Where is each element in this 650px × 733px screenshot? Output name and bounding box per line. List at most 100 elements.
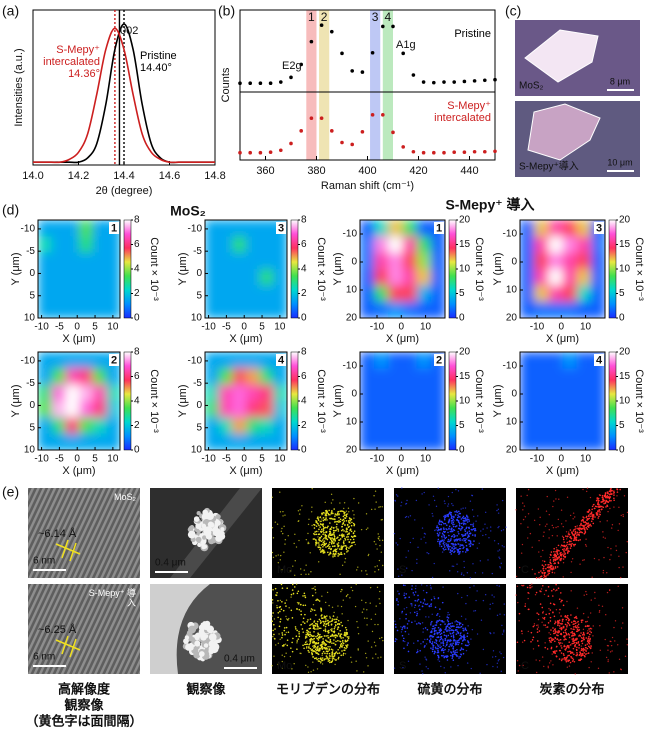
- eds-dot: [286, 644, 289, 647]
- eds-dot: [464, 507, 467, 509]
- eds-dot: [481, 488, 484, 490]
- eds-dot: [562, 631, 565, 634]
- eds-dot: [465, 544, 468, 547]
- eds-dot: [542, 569, 545, 572]
- eds-dot: [345, 531, 347, 533]
- eds-dot: [434, 627, 436, 629]
- eds-dot: [369, 586, 372, 589]
- eds-dot: [328, 509, 330, 512]
- eds-dot: [570, 537, 572, 540]
- eds-dot: [437, 654, 439, 657]
- eds-dot: [533, 623, 536, 625]
- eds-dot: [572, 623, 575, 626]
- eds-dot: [471, 628, 474, 631]
- eds-dot: [529, 584, 531, 587]
- eds-dot: [459, 550, 461, 553]
- eds-dot: [452, 650, 455, 652]
- data-dot: [360, 130, 365, 134]
- heat-cell: [360, 220, 375, 237]
- eds-dot: [328, 657, 331, 659]
- eds-dot: [333, 508, 335, 510]
- eds-dot: [313, 630, 315, 633]
- eds-dot: [450, 528, 452, 531]
- eds-dot: [436, 525, 438, 527]
- eds-dot: [456, 630, 459, 633]
- eds-dot: [567, 660, 569, 663]
- eds-dot: [542, 624, 545, 626]
- eds-dot: [271, 599, 274, 601]
- eds-dot: [602, 498, 605, 500]
- eds-dot: [298, 539, 300, 542]
- eds-dot: [278, 625, 281, 628]
- eds-dot: [527, 597, 529, 600]
- eds-dot: [363, 671, 365, 673]
- eds-dot: [414, 620, 416, 622]
- eds-dot: [430, 642, 433, 645]
- eds-dot: [577, 623, 580, 626]
- heat-cell: [79, 285, 94, 303]
- eds-dot: [411, 621, 413, 624]
- data-dot: [411, 149, 416, 154]
- eds-dot: [472, 525, 475, 528]
- eds-dot: [476, 547, 479, 549]
- eds-dot: [456, 511, 458, 514]
- panel-label: (b): [218, 3, 235, 19]
- y-tick-label: 0: [351, 257, 357, 268]
- eds-dot: [567, 551, 569, 553]
- heat-cell: [65, 269, 80, 286]
- eds-dot: [570, 614, 572, 616]
- data-dot: [289, 75, 293, 80]
- heat-cell: [92, 285, 107, 303]
- eds-dot: [447, 650, 449, 653]
- eds-dot: [567, 618, 570, 620]
- eds-dot: [580, 647, 583, 650]
- eds-dot: [282, 532, 284, 535]
- eds-dot: [559, 552, 562, 554]
- eds-dot: [552, 527, 555, 529]
- heat-cell: [562, 384, 578, 402]
- eds-dot: [366, 609, 368, 611]
- eds-dot: [306, 629, 309, 632]
- eds-dot: [564, 629, 566, 632]
- eds-dot: [583, 524, 585, 527]
- eds-dot: [326, 630, 329, 633]
- eds-dot: [413, 611, 416, 614]
- eds-dot: [405, 556, 407, 558]
- eds-dot: [446, 515, 449, 517]
- eds-dot: [343, 646, 346, 649]
- heat-cell: [273, 433, 287, 450]
- eds-dot: [330, 655, 332, 657]
- eds-dot: [474, 610, 477, 612]
- heat-cell: [273, 368, 287, 386]
- eds-dot: [444, 516, 447, 519]
- eds-dot: [543, 572, 546, 575]
- x-tick-label: -10: [201, 322, 216, 333]
- eds-dot: [315, 530, 318, 533]
- heat-cell: [79, 301, 94, 318]
- eds-dot: [413, 642, 415, 644]
- eds-dot: [325, 635, 327, 637]
- eds-dot: [322, 638, 324, 640]
- eds-dot: [496, 662, 499, 665]
- eds-dot: [450, 651, 452, 653]
- heat-cell: [205, 220, 220, 237]
- eds-dot: [452, 521, 455, 524]
- x-tick-label: 10: [107, 322, 119, 333]
- heat-cell: [246, 220, 261, 237]
- eds-dot: [491, 594, 493, 596]
- eds-dot: [327, 650, 329, 652]
- eds-dot: [468, 535, 470, 538]
- eds-dot: [456, 620, 459, 623]
- eds-dot: [557, 587, 560, 589]
- eds-dot: [284, 543, 286, 545]
- eds-dot: [451, 655, 454, 657]
- eds-dot: [573, 537, 576, 540]
- eds-dot: [557, 518, 560, 521]
- x-tick-label: 380: [307, 165, 325, 177]
- y-tick-label: 5: [29, 422, 35, 433]
- eds-dot: [327, 641, 330, 643]
- eds-dot: [554, 630, 557, 632]
- heat-cell: [430, 384, 445, 402]
- eds-dot: [440, 545, 443, 548]
- eds-dot: [559, 608, 561, 611]
